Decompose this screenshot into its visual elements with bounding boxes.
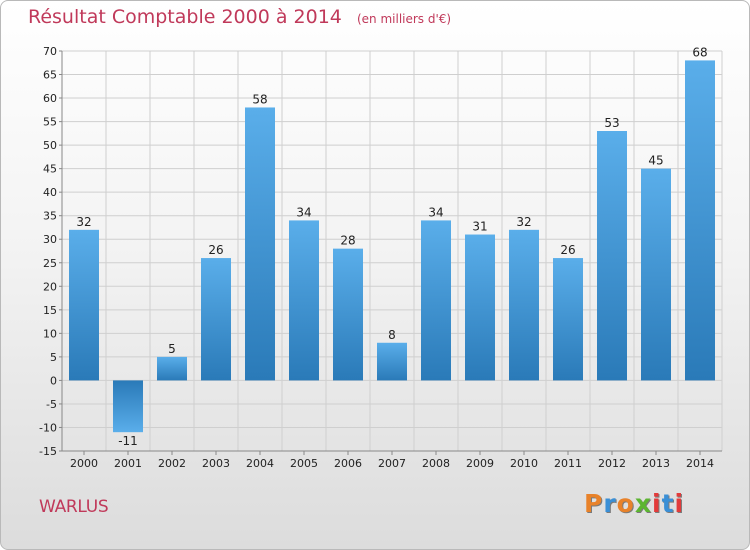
chart-subtitle: (en milliers d'€) xyxy=(356,12,452,26)
data-label-2001: -11 xyxy=(118,434,138,448)
y-tick-label: 10 xyxy=(43,327,57,340)
data-label-2012: 53 xyxy=(604,116,619,130)
y-tick-label: 65 xyxy=(43,69,57,82)
data-label-2006: 28 xyxy=(340,234,355,248)
proxiti-logo[interactable]: Proxiti xyxy=(584,489,684,518)
x-tick-label: 2005 xyxy=(290,457,318,470)
y-tick-label: -15 xyxy=(39,445,57,458)
y-tick-label: 5 xyxy=(50,351,57,364)
y-tick-label: -10 xyxy=(39,421,57,434)
data-label-2011: 26 xyxy=(560,243,575,257)
x-tick-label: 2014 xyxy=(686,457,714,470)
data-label-2005: 34 xyxy=(296,205,311,219)
data-label-2002: 5 xyxy=(168,342,176,356)
x-tick-label: 2006 xyxy=(334,457,362,470)
data-label-2007: 8 xyxy=(388,328,396,342)
bar-2002 xyxy=(157,356,187,381)
data-label-2000: 32 xyxy=(76,215,91,229)
logo-letter: t xyxy=(661,489,675,518)
x-tick-label: 2003 xyxy=(202,457,230,470)
data-label-2009: 31 xyxy=(472,220,487,234)
x-tick-label: 2011 xyxy=(554,457,582,470)
data-label-2003: 26 xyxy=(208,243,223,257)
commune-name: WARLUS xyxy=(39,497,109,517)
logo-letter: x xyxy=(634,489,652,518)
y-tick-label: 55 xyxy=(43,116,57,129)
bar-2007 xyxy=(377,342,407,381)
data-label-2014: 68 xyxy=(692,45,707,59)
data-label-2008: 34 xyxy=(428,205,443,219)
x-tick-label: 2004 xyxy=(246,457,274,470)
chart-title-row: Résultat Comptable 2000 à 2014 (en milli… xyxy=(28,6,451,28)
x-tick-label: 2002 xyxy=(158,457,186,470)
bar-2012 xyxy=(597,131,627,381)
x-tick-label: 2001 xyxy=(114,457,142,470)
y-tick-label: 40 xyxy=(43,186,57,199)
y-tick-label: 0 xyxy=(50,374,57,387)
bar-2005 xyxy=(289,220,319,381)
bar-2001 xyxy=(113,380,143,433)
y-tick-label: 70 xyxy=(43,45,57,58)
logo-letter: P xyxy=(584,489,604,518)
bar-2011 xyxy=(553,258,583,381)
logo-letter: i xyxy=(652,489,662,518)
data-label-2004: 58 xyxy=(252,92,267,106)
logo-letter: r xyxy=(603,489,617,518)
x-tick-label: 2010 xyxy=(510,457,538,470)
bar-2014 xyxy=(685,60,715,381)
x-tick-label: 2000 xyxy=(70,457,98,470)
bar-2009 xyxy=(465,234,495,381)
y-tick-label: 30 xyxy=(43,233,57,246)
y-tick-label: 60 xyxy=(43,92,57,105)
x-tick-label: 2009 xyxy=(466,457,494,470)
bar-2003 xyxy=(201,258,231,381)
y-tick-label: 45 xyxy=(43,163,57,176)
x-tick-label: 2007 xyxy=(378,457,406,470)
bar-2013 xyxy=(641,168,671,381)
y-tick-label: 35 xyxy=(43,210,57,223)
data-label-2013: 45 xyxy=(648,154,663,168)
bar-2010 xyxy=(509,229,539,381)
logo-letter: o xyxy=(616,489,635,518)
data-label-2010: 32 xyxy=(516,215,531,229)
bar-2006 xyxy=(333,248,363,381)
y-tick-label: 15 xyxy=(43,304,57,317)
x-tick-label: 2013 xyxy=(642,457,670,470)
x-tick-label: 2008 xyxy=(422,457,450,470)
x-tick-label: 2012 xyxy=(598,457,626,470)
logo-letter: i xyxy=(674,489,685,518)
y-tick-label: -5 xyxy=(46,398,57,411)
y-tick-label: 50 xyxy=(43,139,57,152)
chart-title: Résultat Comptable 2000 à 2014 xyxy=(28,6,342,28)
bar-2008 xyxy=(421,220,451,381)
bar-2004 xyxy=(245,107,275,381)
y-tick-label: 20 xyxy=(43,280,57,293)
bar-2000 xyxy=(69,229,99,381)
y-tick-label: 25 xyxy=(43,257,57,270)
